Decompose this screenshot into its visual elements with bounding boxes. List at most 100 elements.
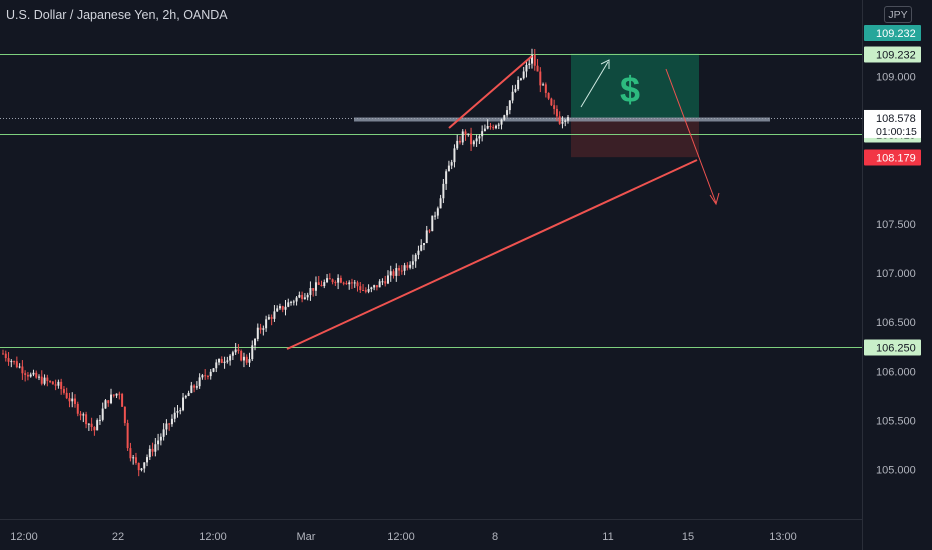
candle-down xyxy=(65,392,68,399)
down-arrow-line xyxy=(665,68,717,204)
dollar-sign-icon: $ xyxy=(620,69,640,110)
candle-up xyxy=(290,301,293,303)
candle-down xyxy=(240,350,243,361)
candle-up xyxy=(176,411,179,413)
upper-trend-line xyxy=(448,55,533,129)
countdown-label: 01:00:15 xyxy=(876,126,917,138)
up-arrow-head xyxy=(600,59,610,69)
candle-down xyxy=(26,374,29,377)
candle-up xyxy=(179,410,182,412)
time-axis[interactable]: 12:00 22 12:00 Mar 12:00 8 11 15 13:00 xyxy=(10,531,797,543)
candle-up xyxy=(267,317,270,320)
candle-down xyxy=(93,427,96,431)
position-zones xyxy=(571,53,699,158)
candle-down xyxy=(384,281,387,284)
time-tick-label: Mar xyxy=(297,531,316,543)
candle-up xyxy=(82,414,85,416)
candle-down xyxy=(301,294,304,300)
candle-down xyxy=(458,140,461,143)
candle-down xyxy=(398,268,401,271)
currency-button[interactable]: JPY xyxy=(884,6,912,23)
candle-down xyxy=(107,400,110,404)
candle-up xyxy=(403,265,406,271)
candle-up xyxy=(146,457,149,463)
candle-down xyxy=(62,389,65,393)
candle-up xyxy=(215,362,218,369)
candle-up xyxy=(295,297,298,302)
candle-down xyxy=(428,230,431,232)
candle-down xyxy=(356,282,359,287)
candle-up xyxy=(143,462,146,469)
candle-down xyxy=(364,290,367,292)
price-tick-label: 106.000 xyxy=(876,366,916,378)
candle-down xyxy=(550,98,553,106)
price-axis[interactable]: 109.000 107.500 107.000 106.500 106.000 105.5… xyxy=(876,72,916,477)
candle-up xyxy=(481,131,484,137)
stop-price-badge-box xyxy=(864,149,921,166)
candle-down xyxy=(350,282,353,284)
lower-trend-line xyxy=(286,159,698,350)
candle-up xyxy=(472,141,475,145)
candle-down xyxy=(129,448,132,459)
target-zone xyxy=(571,53,699,118)
candle-down xyxy=(15,361,18,368)
candle-up xyxy=(182,397,185,411)
candle-down xyxy=(331,279,334,283)
candle-down xyxy=(328,278,331,280)
candle-down xyxy=(40,376,43,384)
candle-up xyxy=(212,368,215,372)
candle-up xyxy=(456,140,459,149)
candle-down xyxy=(489,125,492,128)
candle-up xyxy=(229,355,232,361)
candle-down xyxy=(7,358,10,362)
current-price-box xyxy=(864,109,921,138)
candle-up xyxy=(373,285,376,288)
candle-down xyxy=(312,288,315,291)
candle-up xyxy=(32,372,35,375)
time-tick-label: 11 xyxy=(602,531,613,543)
resistance-level-badge: 109.232 xyxy=(864,46,921,63)
time-tick-label: 22 xyxy=(112,531,124,543)
candle-down xyxy=(85,414,88,425)
candle-down xyxy=(54,384,57,386)
candle-up xyxy=(165,423,168,430)
candle-up xyxy=(209,371,212,377)
candle-up xyxy=(140,468,143,471)
candle-down xyxy=(464,131,467,135)
candle-down xyxy=(547,92,550,99)
candle-down xyxy=(121,394,124,407)
candle-down xyxy=(74,398,77,404)
candle-up xyxy=(248,359,251,363)
candle-up xyxy=(436,208,439,216)
candle-up xyxy=(29,374,32,377)
candle-up xyxy=(298,294,301,298)
candle-up xyxy=(503,115,506,120)
candle-up xyxy=(187,392,190,396)
candle-up xyxy=(190,385,193,393)
candle-down xyxy=(123,406,126,424)
target-price-badge-box xyxy=(864,25,921,41)
level-badge-support-lower-box xyxy=(864,339,921,356)
candle-up xyxy=(530,54,533,64)
time-tick-label: 15 xyxy=(682,531,694,543)
candle-down xyxy=(553,105,556,109)
candle-down xyxy=(168,423,171,425)
candle-up xyxy=(284,306,287,310)
candle-down xyxy=(21,366,24,374)
candle-up xyxy=(395,268,398,276)
candle-down xyxy=(555,108,558,117)
candle-down xyxy=(90,423,93,428)
candle-up xyxy=(18,366,21,368)
candle-down xyxy=(13,361,16,363)
candle-up xyxy=(422,243,425,246)
candle-up xyxy=(381,281,384,283)
candle-up xyxy=(508,100,511,111)
candle-up xyxy=(378,281,381,288)
time-tick-label: 12:00 xyxy=(199,531,227,543)
resistance-level-badge-label: 109.232 xyxy=(876,50,916,62)
candle-up xyxy=(519,78,522,80)
candle-down xyxy=(539,71,542,86)
